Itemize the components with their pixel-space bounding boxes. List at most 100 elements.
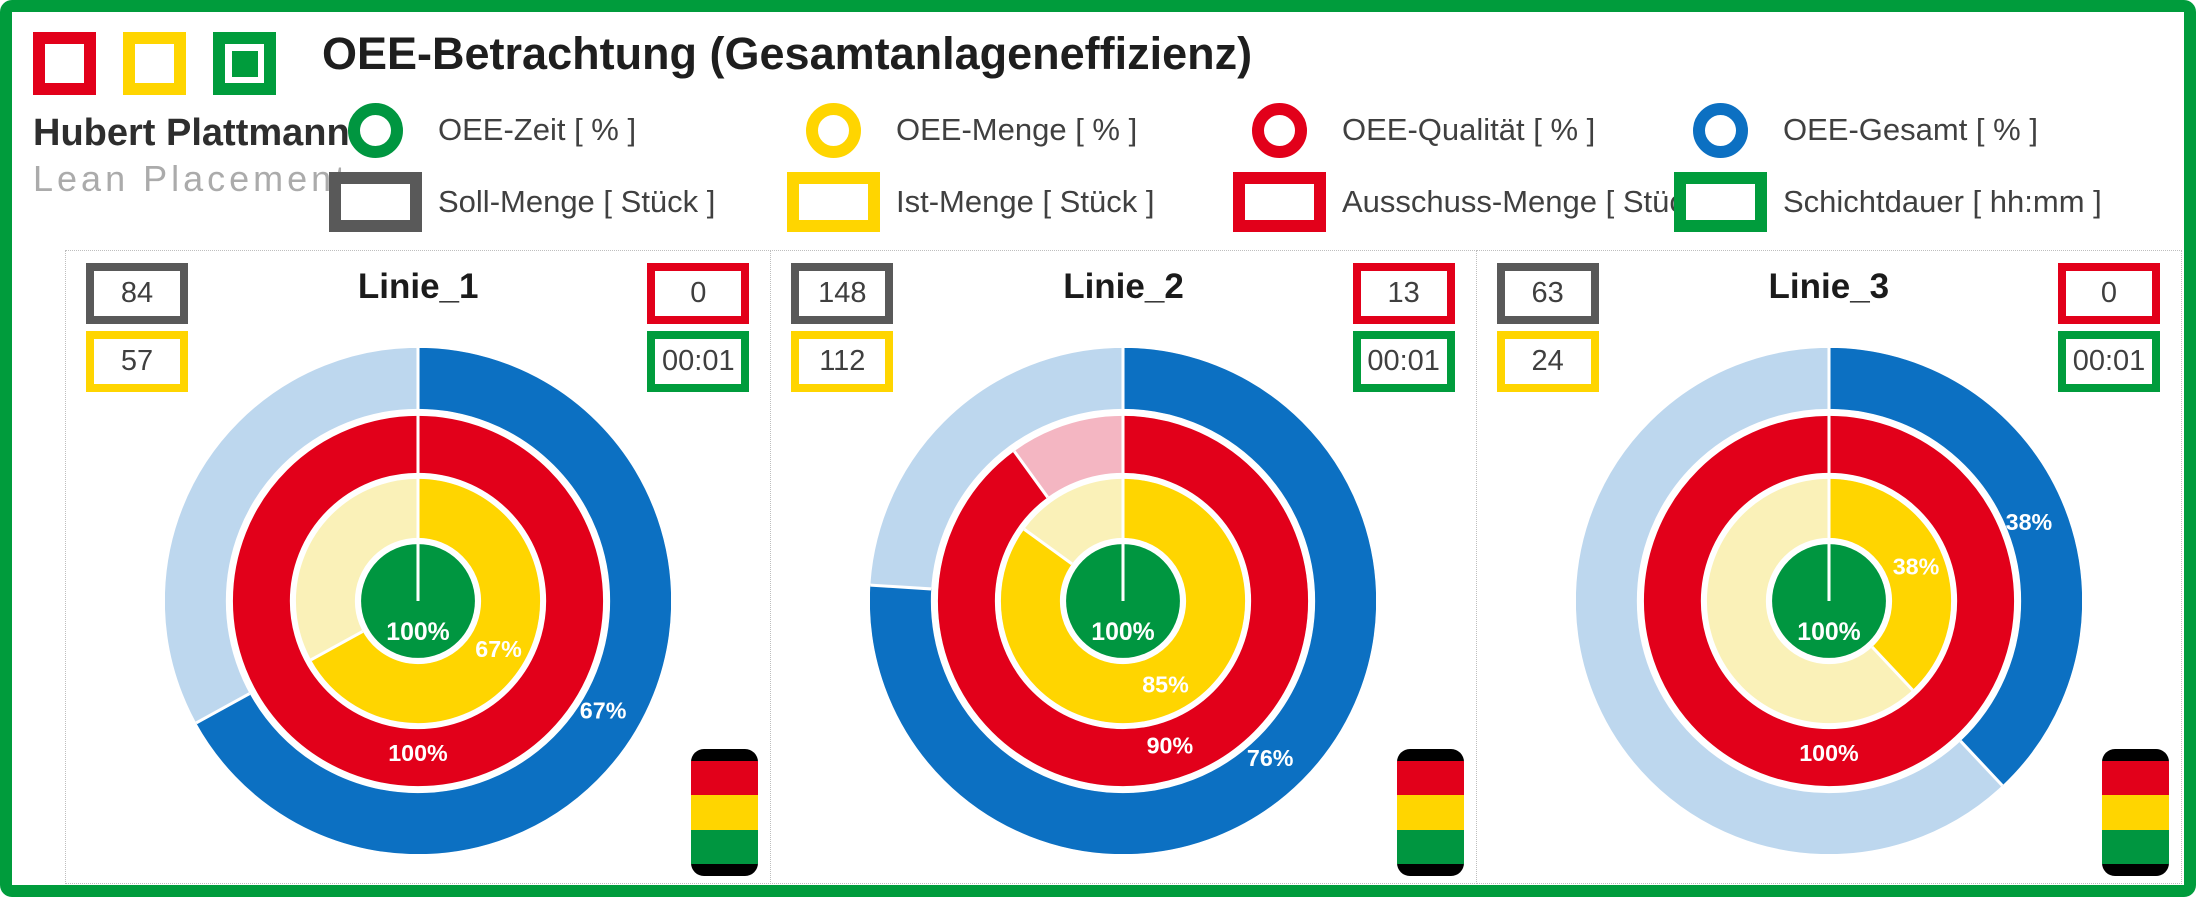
schichtdauer-value: 00:01 — [2072, 345, 2146, 377]
ausschuss-menge-value: 0 — [2100, 277, 2118, 309]
logo-square-green-inner-icon — [231, 50, 258, 77]
logo: Hubert Plattmann Lean Placement — [33, 32, 350, 200]
panel-title: Linie_2 — [1063, 267, 1184, 306]
legend-item-oee-gesamt: OEE-Gesamt [ % ] — [1673, 94, 2102, 166]
soll-menge-value-box: 84 — [86, 263, 188, 324]
oee-zeit-ring-icon — [348, 102, 403, 158]
oee-gesamt-percent-label: 76% — [1247, 745, 1294, 771]
oee-gesamt-percent-label: 67% — [580, 698, 627, 724]
schichtdauer-value-box: 00:01 — [1352, 331, 1455, 392]
legend-item-oee-qualitaet: OEE-Qualität [ % ] — [1232, 94, 1673, 166]
panel-linie-1: Linie_1 84 57 0 00:01 67% 100% 67% 100% — [65, 250, 772, 884]
panel-linie-2: Linie_2 148 112 13 00:01 76% 90% 85% 100% — [770, 250, 1477, 884]
oee-menge-seam — [1870, 645, 1914, 692]
ausschuss-menge-value: 0 — [690, 277, 707, 309]
logo-squares — [33, 32, 350, 95]
oee-gesamt-percent-label: 38% — [2005, 509, 2052, 535]
panel-title: Linie_1 — [357, 267, 479, 306]
schichtdauer-value: 00:01 — [662, 345, 735, 377]
legend-label: OEE-Menge [ % ] — [896, 112, 1138, 147]
oee-menge-seam — [310, 630, 364, 662]
andon-yellow-band — [691, 795, 759, 830]
schichtdauer-box-icon — [1674, 172, 1767, 232]
panel-title: Linie_3 — [1768, 267, 1890, 306]
logo-tagline: Lean Placement — [33, 158, 350, 199]
oee-donut-chart: 38% 100% 38% 100% — [1575, 348, 2082, 854]
legend-icon-wrap — [786, 172, 881, 232]
oee-qualitaet-percent-label: 90% — [1147, 733, 1194, 759]
ist-menge-value: 112 — [819, 345, 866, 377]
andon-green-band — [1396, 829, 1464, 864]
legend-icon-wrap — [328, 102, 423, 158]
schichtdauer-value: 00:01 — [1367, 345, 1440, 377]
panel-linie-3: Linie_3 63 24 0 00:01 38% 100% 38% 100% — [1475, 250, 2182, 884]
legend-label: Ist-Menge [ Stück ] — [896, 184, 1155, 219]
dashboard-content: Hubert Plattmann Lean Placement OEE-Betr… — [12, 12, 2184, 885]
ausschuss-menge-value-box: 13 — [1352, 263, 1455, 324]
legend-icon-wrap — [1673, 102, 1768, 158]
logo-square-red-icon — [33, 32, 96, 95]
oee-qualitaet-percent-label: 100% — [388, 740, 448, 766]
andon-red-band — [2101, 761, 2169, 796]
oee-zeit-percent-label: 100% — [1092, 619, 1155, 646]
legend-label: Ausschuss-Menge [ Stück ] — [1342, 184, 1718, 219]
oee-gesamt-ring-icon — [1693, 102, 1748, 158]
oee-menge-percent-label: 85% — [1143, 672, 1190, 698]
oee-menge-percent-label: 67% — [475, 636, 522, 662]
legend-item-oee-menge: OEE-Menge [ % ] — [786, 94, 1232, 166]
legend-item-ausschuss-menge: Ausschuss-Menge [ Stück ] — [1232, 166, 1718, 238]
soll-menge-box-icon — [329, 172, 422, 232]
andon-traffic-light-icon — [1396, 749, 1464, 876]
ist-menge-value-box: 24 — [1496, 331, 1599, 392]
andon-green-band — [2101, 829, 2169, 864]
legend-icon-wrap — [1232, 102, 1327, 158]
andon-yellow-band — [1396, 795, 1464, 830]
oee-qualitaet-ring-icon — [1252, 102, 1307, 158]
schichtdauer-value-box: 00:01 — [647, 331, 750, 392]
oee-menge-percent-label: 38% — [1893, 554, 1940, 580]
logo-square-green-icon — [213, 32, 276, 95]
legend-icon-wrap — [1232, 172, 1327, 232]
soll-menge-value-box: 148 — [791, 263, 894, 324]
soll-menge-value-box: 63 — [1496, 263, 1599, 324]
andon-red-band — [1396, 761, 1464, 796]
andon-yellow-band — [2101, 795, 2169, 830]
oee-gesamt-seam — [870, 583, 932, 591]
legend-item-schichtdauer: Schichtdauer [ hh:mm ] — [1673, 166, 2102, 238]
andon-green-band — [691, 829, 759, 864]
ausschuss-menge-value-box: 0 — [647, 263, 750, 324]
oee-gesamt-seam — [195, 692, 251, 725]
oee-menge-ring-icon — [806, 102, 861, 158]
ist-menge-value-box: 112 — [791, 331, 894, 392]
legend-icon-wrap — [786, 102, 881, 158]
legend-item-soll-menge: Soll-Menge [ Stück ] — [328, 166, 786, 238]
oee-donut-chart: 76% 90% 85% 100% — [870, 348, 1377, 854]
line-panels: Linie_1 84 57 0 00:01 67% 100% 67% 100% — [65, 250, 2182, 884]
legend-label: Schichtdauer [ hh:mm ] — [1783, 184, 2102, 219]
oee-menge-seam — [1023, 528, 1074, 566]
andon-red-band — [691, 761, 759, 796]
legend-label: OEE-Gesamt [ % ] — [1783, 112, 2038, 147]
soll-menge-value: 63 — [1531, 277, 1564, 309]
oee-gesamt-seam — [1959, 740, 2004, 787]
logo-square-yellow-icon — [123, 32, 186, 95]
ausschuss-menge-value: 13 — [1387, 277, 1420, 309]
legend-icon-wrap — [1673, 172, 1768, 232]
legend-label: OEE-Qualität [ % ] — [1342, 112, 1596, 147]
andon-traffic-light-icon — [691, 749, 759, 876]
oee-zeit-percent-label: 100% — [386, 619, 449, 646]
oee-zeit-percent-label: 100% — [1797, 619, 1860, 646]
ist-menge-box-icon — [787, 172, 880, 232]
oee-qualitaet-seam — [1013, 450, 1050, 499]
page-title: OEE-Betrachtung (Gesamtanlageneffizienz) — [322, 28, 1253, 79]
oee-donut-chart: 67% 100% 67% 100% — [165, 348, 672, 854]
legend-item-oee-zeit: OEE-Zeit [ % ] — [328, 94, 786, 166]
legend-item-ist-menge: Ist-Menge [ Stück ] — [786, 166, 1232, 238]
ist-menge-value: 24 — [1531, 345, 1564, 377]
oee-qualitaet-percent-label: 100% — [1799, 740, 1859, 766]
legend-icon-wrap — [328, 172, 423, 232]
logo-name: Hubert Plattmann — [33, 112, 350, 154]
ist-menge-value-box: 57 — [86, 331, 188, 392]
legend-label: Soll-Menge [ Stück ] — [438, 184, 716, 219]
